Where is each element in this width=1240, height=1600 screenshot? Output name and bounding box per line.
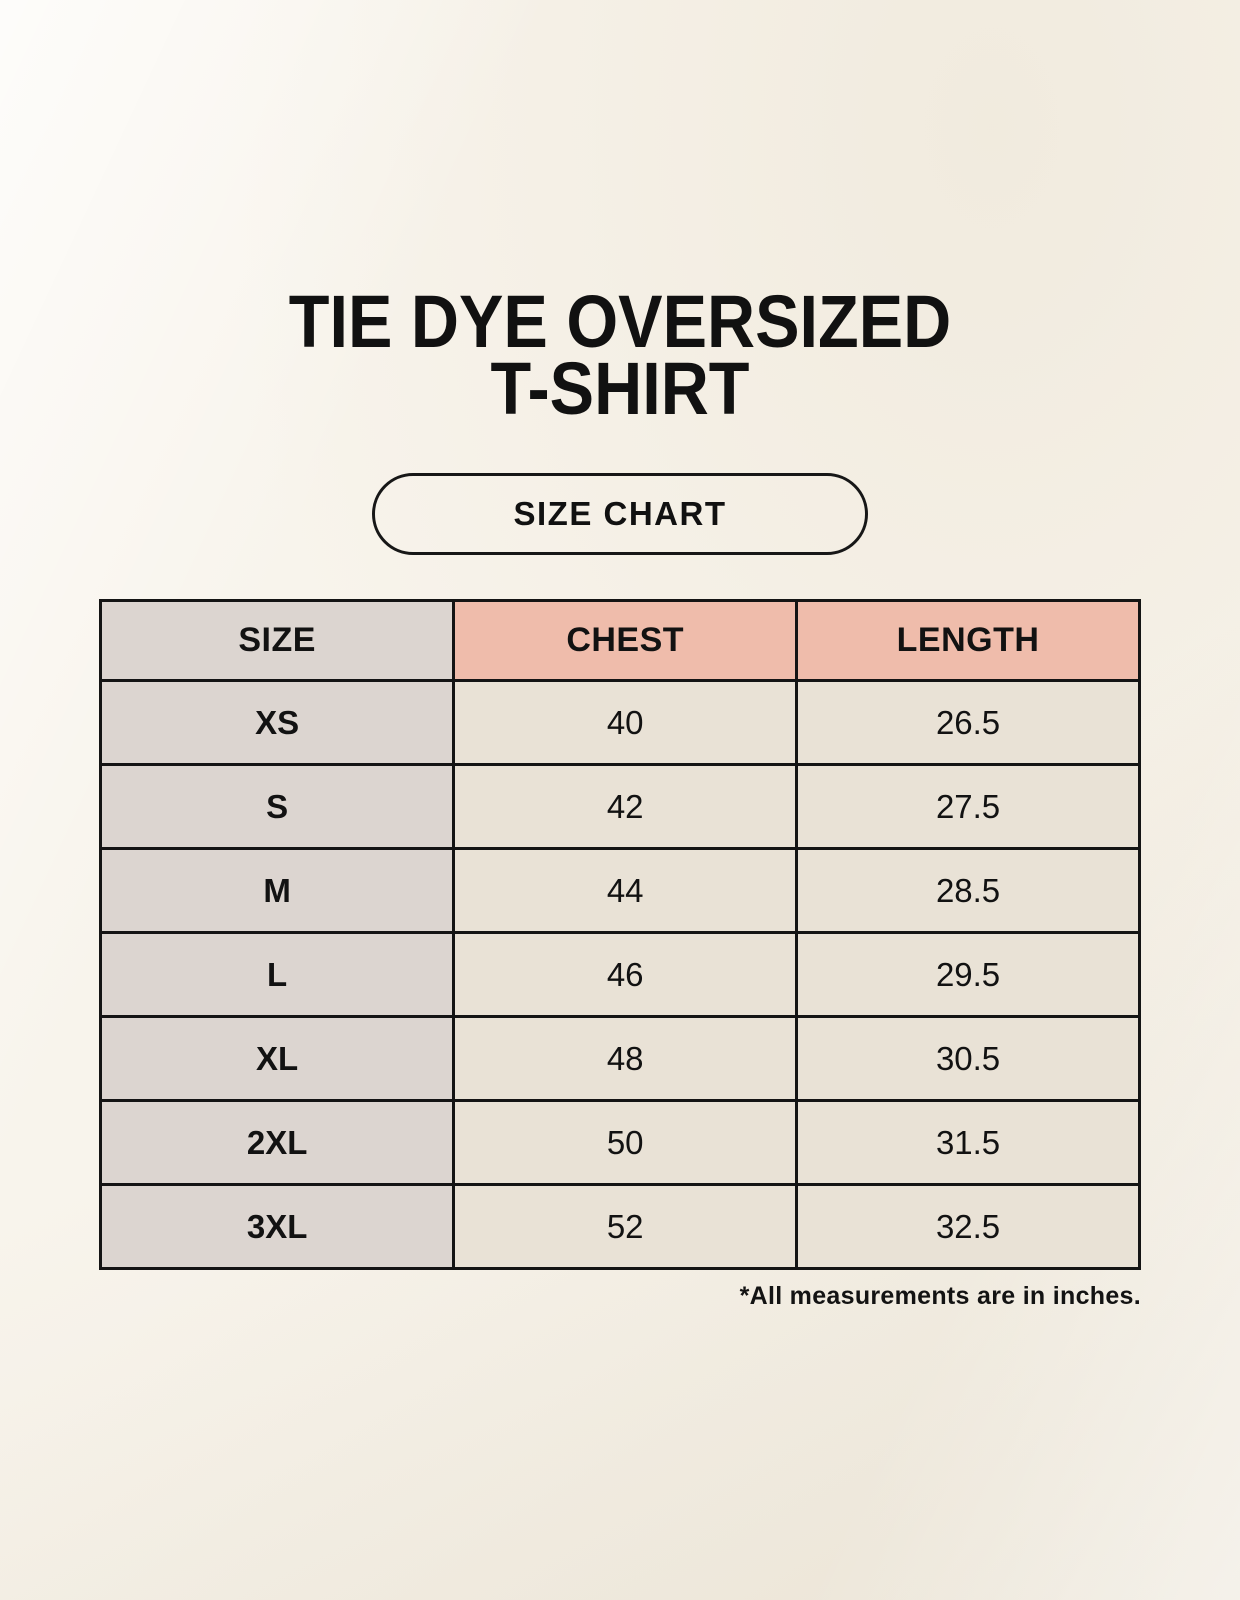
length-cell: 27.5: [795, 763, 1141, 850]
column-header-length: LENGTH: [795, 599, 1141, 682]
length-cell: 26.5: [795, 679, 1141, 766]
column-header-size: SIZE: [98, 599, 456, 682]
size-chart-button-label: SIZE CHART: [513, 495, 727, 532]
size-cell: L: [98, 931, 456, 1018]
table-row: 3XL 52 32.5: [98, 1183, 1141, 1270]
chest-cell: 50: [452, 1099, 799, 1186]
table-row: 2XL 50 31.5: [98, 1099, 1141, 1186]
page-title-line-2: T-SHIRT: [490, 347, 750, 430]
column-header-chest: CHEST: [452, 599, 799, 682]
measurements-footnote: *All measurements are in inches.: [739, 1282, 1141, 1310]
size-chart-table: SIZE CHEST LENGTH XS 40 26.5 S 42 27.5 M…: [98, 599, 1141, 1270]
size-cell: S: [98, 763, 456, 850]
table-row: XS 40 26.5: [98, 679, 1141, 766]
length-cell: 31.5: [795, 1099, 1141, 1186]
table-row: M 44 28.5: [98, 847, 1141, 934]
table-row: L 46 29.5: [98, 931, 1141, 1018]
length-cell: 32.5: [795, 1183, 1141, 1270]
length-cell: 30.5: [795, 1015, 1141, 1102]
page-title: TIE DYE OVERSIZED T-SHIRT: [0, 0, 1240, 430]
length-cell: 29.5: [795, 931, 1141, 1018]
chest-cell: 52: [452, 1183, 799, 1270]
table-row: S 42 27.5: [98, 763, 1141, 850]
length-cell: 28.5: [795, 847, 1141, 934]
chest-cell: 40: [452, 679, 799, 766]
size-cell: 3XL: [98, 1183, 456, 1270]
size-cell: XS: [98, 679, 456, 766]
chest-cell: 44: [452, 847, 799, 934]
table-row: XL 48 30.5: [98, 1015, 1141, 1102]
table-header-row: SIZE CHEST LENGTH: [98, 599, 1141, 682]
page-title-line-1: TIE DYE OVERSIZED: [288, 280, 952, 363]
size-cell: M: [98, 847, 456, 934]
size-chart-button[interactable]: SIZE CHART: [372, 473, 868, 555]
size-cell: 2XL: [98, 1099, 456, 1186]
chest-cell: 46: [452, 931, 799, 1018]
chest-cell: 42: [452, 763, 799, 850]
size-cell: XL: [98, 1015, 456, 1102]
chest-cell: 48: [452, 1015, 799, 1102]
